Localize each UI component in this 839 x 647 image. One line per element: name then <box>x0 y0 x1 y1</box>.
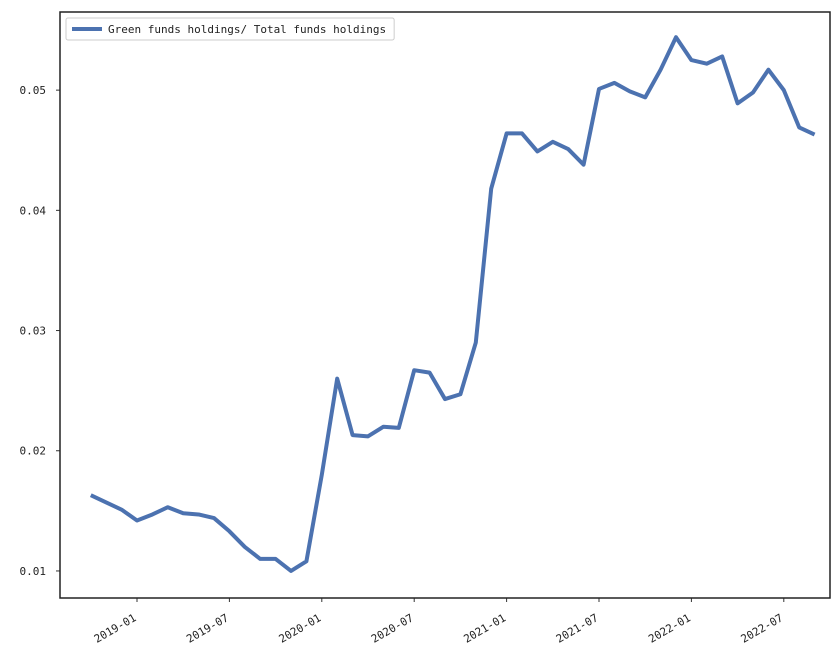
x-tick-label: 2020-07 <box>369 611 416 645</box>
legend-label: Green funds holdings/ Total funds holdin… <box>108 23 386 36</box>
x-tick-label: 2021-01 <box>461 611 508 645</box>
y-tick-label: 0.01 <box>20 565 47 578</box>
legend-box <box>65 17 395 41</box>
y-tick-label: 0.02 <box>20 445 47 458</box>
x-tick-label: 2022-01 <box>646 611 693 645</box>
x-tick-label: 2022-07 <box>739 611 786 645</box>
x-tick-label: 2020-01 <box>277 611 324 645</box>
y-tick-label: 0.04 <box>20 204 47 217</box>
y-tick-label: 0.03 <box>20 325 47 338</box>
legend: Green funds holdings/ Total funds holdin… <box>65 17 395 41</box>
x-tick-label: 2021-07 <box>554 611 601 645</box>
plot-frame <box>59 11 831 599</box>
x-tick-label: 2019-07 <box>184 611 231 645</box>
data-line <box>89 35 816 573</box>
x-tick-label: 2019-01 <box>92 611 139 645</box>
y-tick-label: 0.05 <box>20 84 47 97</box>
